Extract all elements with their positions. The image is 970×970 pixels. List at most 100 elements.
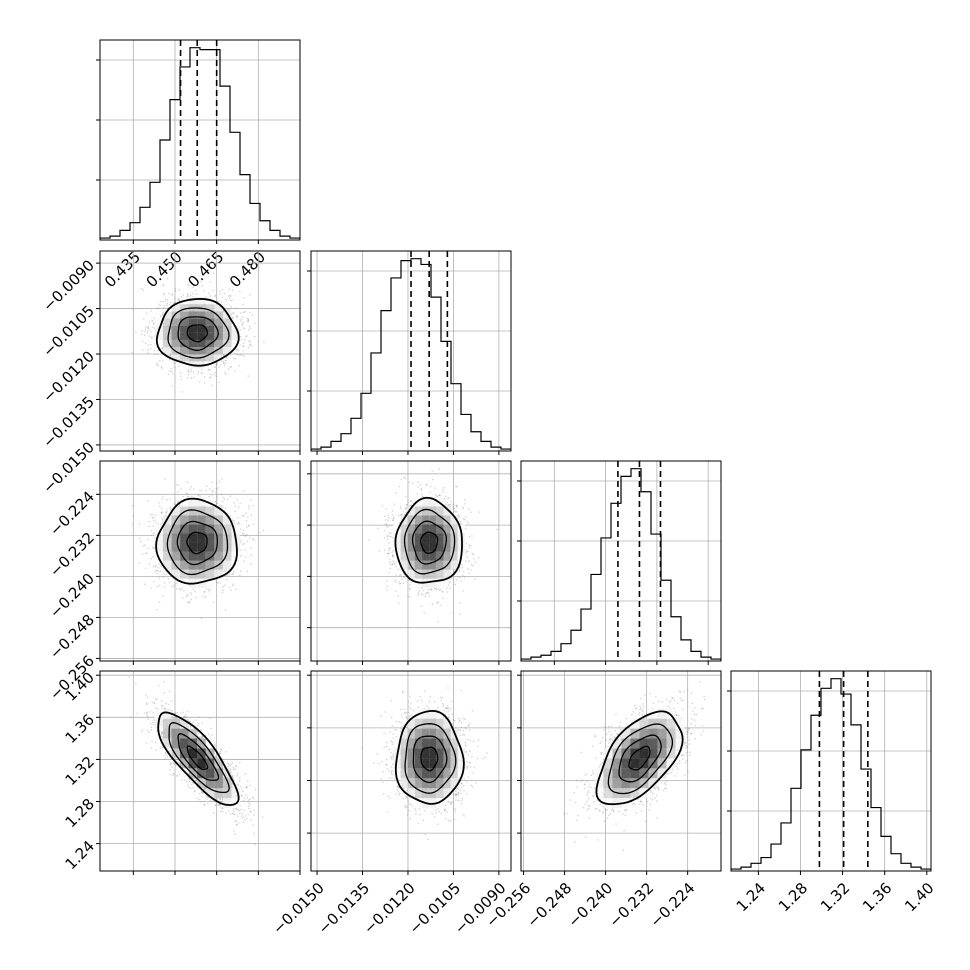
- scatter-point: [209, 369, 212, 371]
- scatter-point: [220, 301, 223, 304]
- scatter-point: [211, 384, 213, 387]
- scatter-point: [158, 502, 160, 504]
- scatter-point: [179, 589, 181, 591]
- scatter-point: [160, 512, 163, 514]
- scatter-point: [188, 601, 191, 604]
- scatter-point: [249, 311, 251, 314]
- scatter-point: [150, 529, 153, 532]
- histogram-bin: [250, 203, 260, 240]
- scatter-point: [178, 288, 180, 291]
- scatter-point: [232, 583, 234, 585]
- panel-body: [100, 461, 300, 661]
- scatter-point: [245, 534, 247, 537]
- scatter-point: [154, 514, 156, 517]
- scatter-point: [232, 572, 235, 574]
- scatter-point: [172, 302, 175, 305]
- scatter-point: [162, 284, 165, 287]
- scatter-point: [210, 376, 212, 379]
- scatter-point: [151, 546, 154, 549]
- scatter-point: [188, 284, 190, 287]
- scatter-point: [187, 370, 189, 372]
- scatter-point: [150, 344, 152, 346]
- scatter-point: [218, 381, 220, 384]
- scatter-point: [181, 587, 183, 590]
- density-cell: [162, 311, 172, 319]
- scatter-point: [167, 306, 169, 309]
- scatter-point: [248, 505, 250, 507]
- scatter-point: [205, 595, 207, 598]
- scatter-point: [164, 300, 166, 303]
- scatter-point: [174, 288, 177, 290]
- scatter-point: [152, 565, 155, 568]
- scatter-point: [208, 495, 210, 498]
- scatter-point: [161, 367, 163, 369]
- scatter-point: [234, 370, 236, 372]
- scatter-point: [200, 280, 202, 283]
- scatter-point: [219, 293, 221, 295]
- scatter-point: [195, 596, 198, 599]
- scatter-point: [163, 573, 165, 575]
- scatter-point: [224, 371, 226, 374]
- scatter-point: [153, 580, 155, 583]
- histogram-bin: [280, 236, 290, 240]
- histogram-bin: [110, 236, 120, 240]
- scatter-point: [242, 345, 245, 348]
- scatter-point: [158, 584, 161, 587]
- density-cell: [154, 332, 163, 340]
- density-cell: [171, 325, 181, 333]
- scatter-point: [242, 533, 245, 536]
- scatter-point: [150, 347, 152, 350]
- scatter-point: [248, 344, 251, 346]
- scatter-point: [162, 576, 164, 578]
- density-cell: [214, 347, 223, 355]
- scatter-point: [155, 307, 158, 309]
- scatter-point: [232, 584, 234, 587]
- panel-body: [311, 251, 511, 451]
- scatter-point: [237, 349, 240, 352]
- scatter-point: [166, 277, 169, 280]
- scatter-point: [162, 284, 164, 286]
- scatter-point: [242, 327, 245, 329]
- scatter-point: [161, 313, 164, 316]
- scatter-point: [236, 315, 238, 317]
- scatter-point: [156, 362, 158, 365]
- scatter-point: [247, 319, 250, 322]
- scatter-point: [163, 304, 165, 307]
- scatter-point: [169, 354, 172, 357]
- density-cell: [222, 332, 232, 340]
- scatter-point: [168, 358, 171, 361]
- scatter-point: [182, 294, 185, 296]
- scatter-point: [217, 582, 219, 584]
- scatter-point: [152, 532, 155, 535]
- scatter-point: [235, 349, 238, 352]
- scatter-point: [155, 569, 158, 572]
- scatter-point: [214, 294, 217, 297]
- scatter-point: [181, 391, 183, 393]
- scatter-point: [140, 288, 143, 290]
- scatter-point: [233, 519, 235, 522]
- scatter-point: [144, 567, 147, 569]
- scatter-point: [226, 357, 228, 359]
- scatter-point: [160, 507, 163, 510]
- scatter-point: [153, 353, 156, 356]
- scatter-point: [146, 552, 148, 555]
- scatter-point: [242, 303, 244, 306]
- density-cell: [214, 332, 223, 340]
- panel-frame: [310, 250, 512, 452]
- x-tick-label: 0.450: [143, 248, 186, 291]
- scatter-point: [171, 294, 173, 296]
- scatter-point: [187, 495, 190, 498]
- scatter-point: [147, 344, 150, 346]
- scatter-point: [212, 289, 214, 292]
- scatter-point: [227, 368, 230, 371]
- scatter-point: [240, 318, 243, 321]
- scatter-point: [178, 299, 181, 301]
- scatter-point: [225, 362, 227, 364]
- scatter-point: [158, 570, 160, 573]
- scatter-point: [234, 510, 237, 512]
- scatter-point: [199, 489, 201, 492]
- scatter-point: [157, 349, 159, 352]
- scatter-point: [192, 371, 195, 373]
- scatter-point: [174, 297, 176, 300]
- scatter-point: [190, 377, 193, 380]
